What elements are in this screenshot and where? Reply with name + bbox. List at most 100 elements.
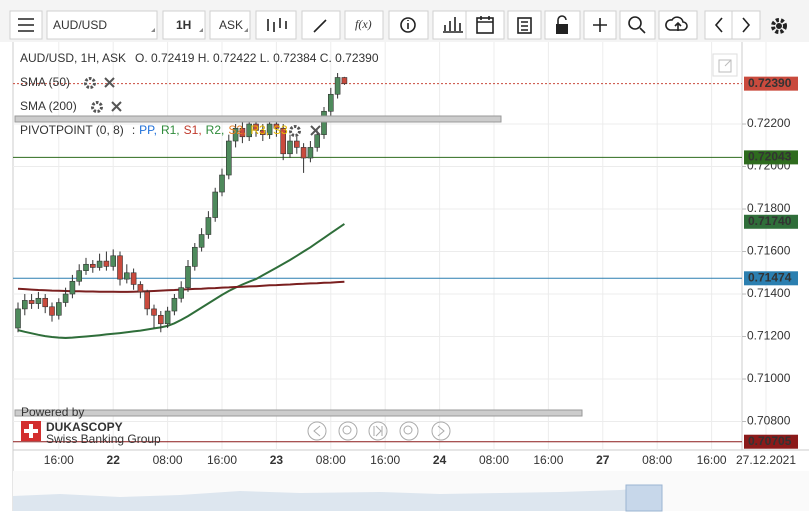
x-tick-label: 27.12.2021 [736,453,796,467]
candle-body [307,147,314,159]
pivot-legend: PIVOTPOINT (0, 8): PP, R1, S1, R2, S2, R3, S3 [20,123,288,137]
x-tick-label: 16:00 [44,453,74,467]
pivot-name: PIVOTPOINT (0, 8) [20,123,124,137]
x-tick-label: 08:00 [316,453,346,467]
candle-body [266,123,273,135]
scroll-bar [14,409,583,417]
lock-button[interactable] [544,10,581,40]
candle-body [130,272,137,285]
settings-button[interactable] [771,18,787,34]
prev-button[interactable] [704,10,733,40]
candle-body [110,255,116,267]
nav-controls[interactable] [307,421,451,441]
candle-body [62,293,69,303]
candle-body [49,306,55,316]
news-button[interactable] [507,10,542,40]
candle-body [76,270,82,282]
x-tick-label: 16:00 [207,453,237,467]
menu-button[interactable] [9,10,43,40]
candle-body [246,123,252,138]
y-tick-label: 0.71600 [747,244,791,258]
pivot-level: S3 [273,123,288,137]
y-tick-label: 0.71800 [747,201,791,215]
candle-body [15,308,21,329]
candle-body [117,255,123,280]
candle-body [239,127,246,138]
candle-body [103,260,110,267]
candle-body [293,140,300,148]
candle-body [55,302,62,316]
time-axis: 16:00 22 08:00 16:00 23 08:00 16:00 24 08:00 16:0… [44,453,797,467]
price-label: 0.70705 [748,434,792,448]
upload-button[interactable] [658,10,698,40]
pivot-level: R2, [206,123,225,137]
indicator-button[interactable]: f(x) [344,10,384,40]
x-tick-label: 16:00 [370,453,400,467]
x-tick-label: 08:00 [153,453,183,467]
candle-body [164,310,171,325]
grid [13,42,767,450]
info-button[interactable] [388,10,429,40]
candle-body [21,300,28,310]
candle-body [321,110,327,135]
calendar-button[interactable] [465,10,505,40]
symbol: AUD/USD [53,18,107,32]
candle-body [171,297,178,312]
watermark-brand: DUKASCOPY [46,420,123,434]
candle-body [96,260,103,268]
symbol-select[interactable]: AUD/USD [46,10,158,40]
zoom-button[interactable] [619,10,656,40]
x-tick-label: 23 [270,453,284,467]
candle-body [83,263,89,271]
pivot-level: R3, [250,123,269,137]
y-tick-label: 0.71200 [747,329,791,343]
chart-type-button[interactable] [255,10,297,40]
toolbar: AUD/USD 1H ASK f(x) [0,0,809,42]
period-select[interactable]: 1H [162,10,206,40]
candle-body [287,140,293,155]
candle-body [334,77,341,95]
watermark-tagline: Swiss Banking Group [46,432,161,446]
legend-entry: SMA (200) [20,99,77,113]
sma-line [17,223,345,340]
chart-title: AUD/USD, 1H, ASK [20,51,126,65]
crosshair-button[interactable] [583,10,617,40]
candle-body [124,272,130,280]
candle-body [300,147,307,159]
pivot-level: R1, [161,123,180,137]
plot [13,73,742,443]
candle-body [144,291,150,310]
draw-button[interactable] [301,10,341,40]
candle-body [314,134,321,148]
y-tick-label: 0.70800 [747,414,791,428]
price-axis: 0.722000.720000.718000.716000.714000.712… [742,76,798,449]
candle-body [28,300,35,304]
candle-body [205,217,212,235]
candle-body [232,127,239,142]
ohlc: O. 0.72419 H. 0.72422 L. 0.72384 C. 0.72… [135,51,379,65]
legend-controls[interactable] [84,77,321,137]
popout-button[interactable] [712,53,738,77]
pivot-level: S1, [184,123,202,137]
candle-body [90,263,96,268]
watermark-powered: Powered by [21,405,84,419]
candle-body [280,127,287,155]
x-tick-label: 24 [433,453,447,467]
side-select[interactable]: ASK [209,10,251,40]
next-button[interactable] [731,10,761,40]
pivot-bar [14,115,502,123]
candle-body [327,93,334,112]
period: 1H [176,18,191,32]
candle-body [158,314,164,325]
price-label: 0.72390 [748,76,792,90]
x-tick-label: 08:00 [642,453,672,467]
candle-body [273,123,280,129]
price-label: 0.72043 [748,150,792,164]
candle-body [226,140,232,176]
candle-body [35,297,42,304]
price-label: 0.71740 [748,214,792,228]
x-tick-label: 16:00 [697,453,727,467]
candle-body [151,308,157,316]
formula: f(x) [355,17,372,31]
